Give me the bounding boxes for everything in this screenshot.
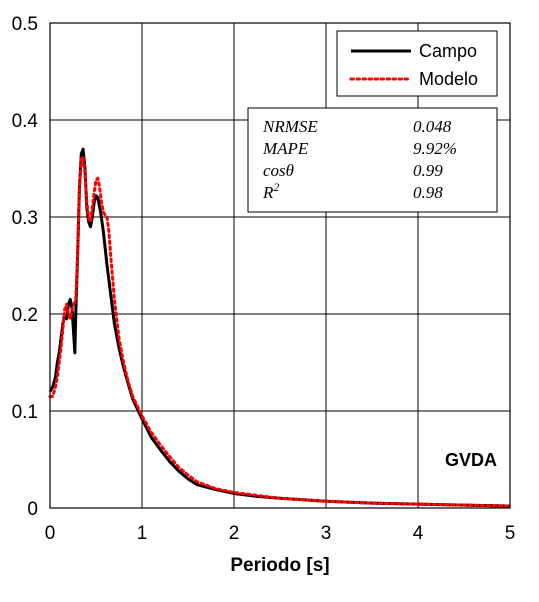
legend-label-campo: Campo bbox=[419, 41, 477, 61]
x-tick-label: 5 bbox=[505, 523, 516, 544]
metric-label-r2: R2 bbox=[262, 180, 279, 202]
metric-value-nrmse: 0.048 bbox=[413, 117, 452, 136]
legend-label-modelo: Modelo bbox=[419, 69, 478, 89]
y-tick-label: 0 bbox=[27, 499, 38, 520]
x-tick-label: 1 bbox=[137, 523, 148, 544]
y-tick-label: 0.2 bbox=[12, 305, 38, 326]
metric-value-cos: 0.99 bbox=[413, 161, 443, 180]
x-axis-label: Periodo [s] bbox=[230, 555, 329, 576]
metric-label-nrmse: NRMSE bbox=[262, 117, 318, 136]
legend: Campo Modelo bbox=[336, 30, 498, 97]
metric-label-cos: cosθ bbox=[263, 161, 294, 180]
metric-value-mape: 9.92% bbox=[413, 139, 457, 158]
x-tick-label: 4 bbox=[413, 523, 424, 544]
y-tick-labels: 0 0.1 0.2 0.3 0.4 0.5 bbox=[12, 14, 39, 520]
metrics-frame bbox=[247, 107, 498, 213]
series-group bbox=[48, 147, 512, 508]
metrics-box: NRMSE 0.048 MAPE 9.92% cosθ 0.99 R2 0.98 bbox=[247, 107, 498, 213]
plot-frame bbox=[49, 22, 511, 509]
x-tick-label: 3 bbox=[321, 523, 332, 544]
x-tick-label: 0 bbox=[45, 523, 56, 544]
metric-label-mape: MAPE bbox=[262, 139, 309, 158]
y-tick-label: 0.4 bbox=[12, 111, 39, 132]
y-tick-label: 0.5 bbox=[12, 14, 38, 35]
station-annotation: GVDA bbox=[445, 450, 497, 470]
y-tick-label: 0.1 bbox=[12, 402, 38, 423]
legend-box bbox=[336, 30, 498, 97]
y-tick-label: 0.3 bbox=[12, 208, 38, 229]
metric-value-r2: 0.98 bbox=[413, 183, 443, 202]
series-line-modelo bbox=[48, 155, 512, 508]
x-tick-label: 2 bbox=[229, 523, 240, 544]
x-tick-labels: 0 1 2 3 4 5 bbox=[45, 523, 516, 544]
